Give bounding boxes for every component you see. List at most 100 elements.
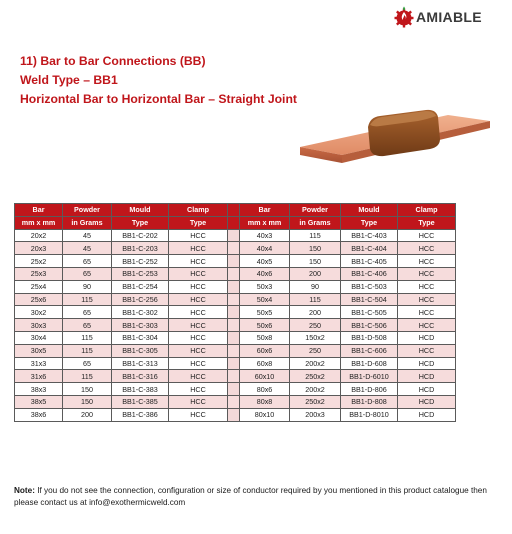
table-cell: HCC <box>168 382 228 396</box>
table-cell: 40x3 <box>239 228 290 243</box>
table-cell: BB1-C-505 <box>340 305 398 320</box>
table-cell: 50x4 <box>239 292 290 307</box>
brand-name: AMIABLE <box>416 9 482 25</box>
table-cell: 65 <box>62 356 112 371</box>
table-cell: 150 <box>62 382 112 396</box>
table-row: 30x3 65 BB1-C-303 HCC 50x6 250 BB1-C-506 HCC <box>14 318 456 332</box>
table-row: 38x3 150 BB1-C-383 HCC 80x6 200x2 BB1-D-806 HCD <box>14 382 456 396</box>
table-cell: BB1-D-6010 <box>340 369 398 384</box>
table-cell: HCC <box>168 241 228 256</box>
column-separator <box>227 266 240 281</box>
table-row: 25x6 115 BB1-C-256 HCC 50x4 115 BB1-C-504 HCC <box>14 292 456 307</box>
table-cell: 250 <box>289 343 341 358</box>
table-cell: HCC <box>397 241 456 256</box>
table-cell: 38x6 <box>14 407 63 422</box>
table-cell: 65 <box>62 305 112 320</box>
column-separator <box>227 369 240 384</box>
table-cell: BB1-C-254 <box>111 279 169 294</box>
table-row: 30x2 65 BB1-C-302 HCC 50x5 200 BB1-C-505 HCC <box>14 305 456 320</box>
header-cell: Powder <box>62 203 112 217</box>
table-cell: 25x3 <box>14 266 63 281</box>
table-cell: 65 <box>62 254 112 268</box>
table-cell: BB1-C-202 <box>111 228 169 243</box>
table-cell: HCD <box>397 330 456 345</box>
table-cell: 50x8 <box>239 330 290 345</box>
column-separator <box>227 318 240 332</box>
table-row: 38x6 200 BB1-C-386 HCC 80x10 200x3 BB1-D-8010 H… <box>14 407 456 422</box>
table-cell: BB1-C-256 <box>111 292 169 307</box>
table-cell: 38x5 <box>14 394 63 409</box>
table-cell: 90 <box>289 279 341 294</box>
table-cell: 60x8 <box>239 356 290 371</box>
table-cell: HCC <box>168 228 228 243</box>
table-cell: 200 <box>62 407 112 422</box>
table-cell: 90 <box>62 279 112 294</box>
table-cell: HCC <box>168 318 228 332</box>
table-cell: 115 <box>62 343 112 358</box>
table-cell: 115 <box>289 292 341 307</box>
table-cell: HCC <box>168 330 228 345</box>
column-separator <box>227 254 240 268</box>
weld-joint-product-image <box>300 109 490 163</box>
table-row: 31x3 65 BB1-C-313 HCC 60x8 200x2 BB1-D-608 HCD <box>14 356 456 371</box>
column-separator <box>227 228 240 243</box>
table-cell: BB1-C-506 <box>340 318 398 332</box>
table-cell: HCC <box>397 228 456 243</box>
table-cell: 30x3 <box>14 318 63 332</box>
table-cell: 45 <box>62 241 112 256</box>
table-cell: 250 <box>289 318 341 332</box>
table-cell: 250x2 <box>289 369 341 384</box>
table-cell: BB1-C-386 <box>111 407 169 422</box>
table-row: 25x2 65 BB1-C-252 HCC 40x5 150 BB1-C-405 HCC <box>14 254 456 268</box>
header-cell: Mould <box>111 203 169 217</box>
table-cell: 20x3 <box>14 241 63 256</box>
column-separator <box>227 330 240 345</box>
table-row: 38x5 150 BB1-C-385 HCC 80x8 250x2 BB1-D-808 HCD <box>14 394 456 409</box>
table-cell: 30x4 <box>14 330 63 345</box>
column-separator <box>227 305 240 320</box>
table-cell: BB1-C-404 <box>340 241 398 256</box>
table-cell: BB1-C-252 <box>111 254 169 268</box>
subheader-cell: Type <box>168 215 228 230</box>
table-cell: HCC <box>168 279 228 294</box>
column-separator <box>227 279 240 294</box>
table-cell: BB1-C-606 <box>340 343 398 358</box>
subheader-cell: mm x mm <box>239 215 290 230</box>
table-cell: 250x2 <box>289 394 341 409</box>
table-cell: BB1-D-806 <box>340 382 398 396</box>
subheader-cell: mm x mm <box>14 215 63 230</box>
table-row: 25x4 90 BB1-C-254 HCC 50x3 90 BB1-C-503 HCC <box>14 279 456 294</box>
table-row: 31x6 115 BB1-C-316 HCC 60x10 250x2 BB1-D-6010 H… <box>14 369 456 384</box>
table-cell: HCD <box>397 369 456 384</box>
table-cell: 31x6 <box>14 369 63 384</box>
table-cell: BB1-C-406 <box>340 266 398 281</box>
column-separator <box>227 343 240 358</box>
table-cell: HCC <box>168 254 228 268</box>
table-cell: 60x6 <box>239 343 290 358</box>
table-cell: HCC <box>168 266 228 281</box>
table-cell: BB1-C-302 <box>111 305 169 320</box>
table-cell: BB1-C-403 <box>340 228 398 243</box>
table-header-row: Bar Powder Mould Clamp Bar Powder Mould … <box>14 203 456 217</box>
table-cell: 40x6 <box>239 266 290 281</box>
header-cell: Clamp <box>168 203 228 217</box>
header-cell: Clamp <box>397 203 456 217</box>
table-cell: 115 <box>62 369 112 384</box>
table-cell: 30x5 <box>14 343 63 358</box>
table-cell: 50x6 <box>239 318 290 332</box>
table-row: 25x3 65 BB1-C-253 HCC 40x6 200 BB1-C-406 HCC <box>14 266 456 281</box>
table-row: 30x4 115 BB1-C-304 HCC 50x8 150x2 BB1-D-508 HCD <box>14 330 456 345</box>
table-cell: HCC <box>168 356 228 371</box>
table-cell: BB1-C-383 <box>111 382 169 396</box>
table-cell: 65 <box>62 318 112 332</box>
brand-logo: AMIABLE <box>394 6 482 28</box>
table-cell: 30x2 <box>14 305 63 320</box>
table-cell: 200x2 <box>289 356 341 371</box>
table-cell: BB1-D-8010 <box>340 407 398 422</box>
table-subheader-row: mm x mm in Grams Type Type mm x mm in Gr… <box>14 215 456 230</box>
table-cell: HCC <box>168 305 228 320</box>
table-cell: 200 <box>289 266 341 281</box>
column-separator <box>227 203 240 217</box>
table-cell: 20x2 <box>14 228 63 243</box>
table-cell: HCC <box>397 279 456 294</box>
